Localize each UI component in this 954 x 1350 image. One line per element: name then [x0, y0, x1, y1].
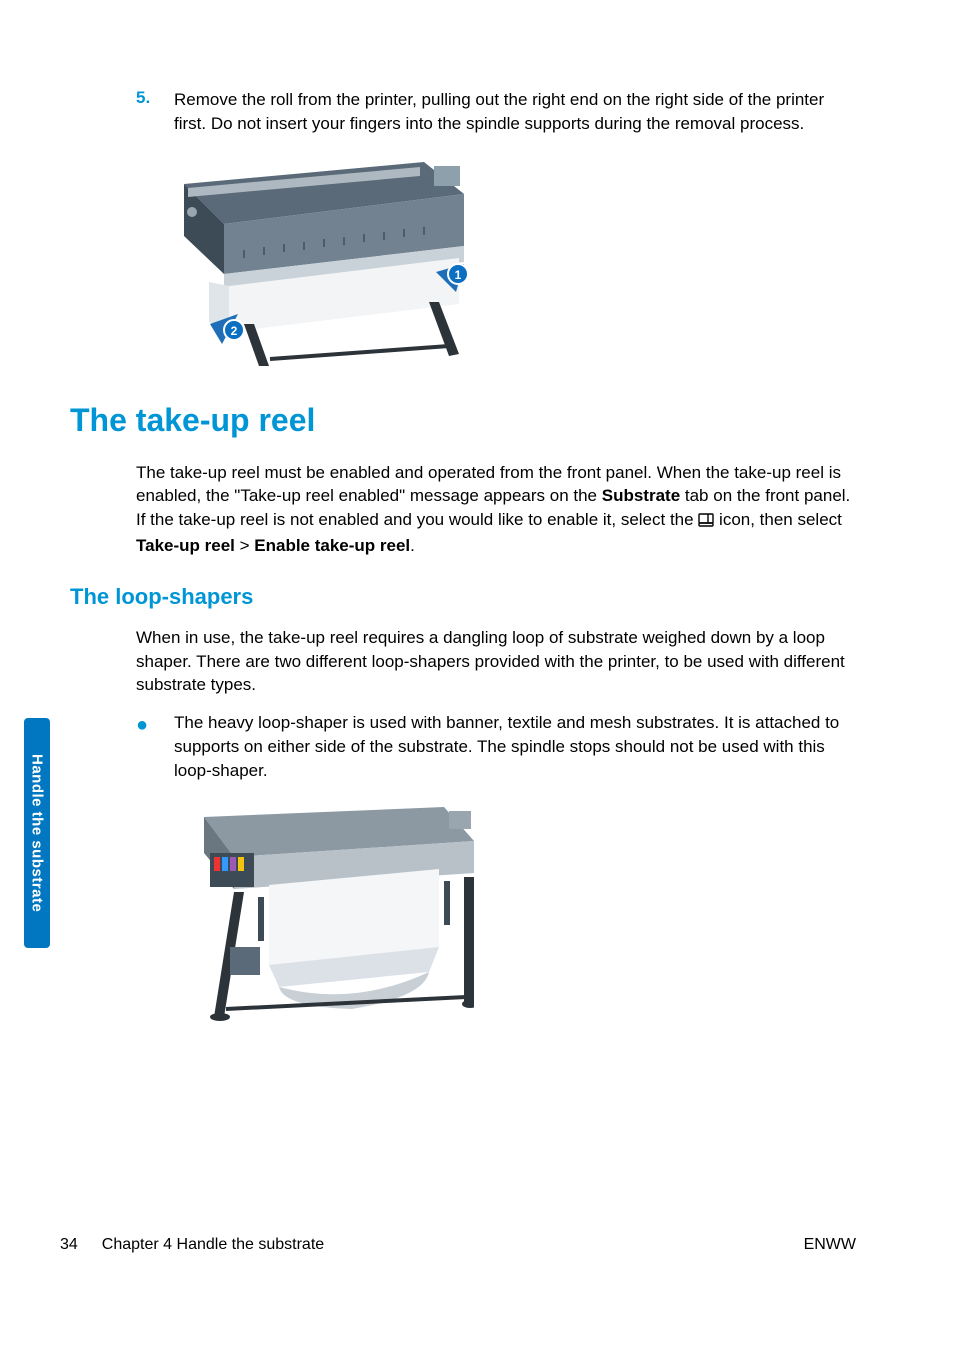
step-text: Remove the roll from the printer, pullin… — [174, 88, 856, 136]
p-loop-shapers: When in use, the take-up reel requires a… — [136, 626, 856, 697]
p1-bold-takeup: Take-up reel — [136, 536, 235, 555]
step-number: 5. — [136, 88, 174, 136]
p1-mid2: icon, then select — [714, 510, 842, 529]
heading-take-up-reel: The take-up reel — [70, 402, 856, 439]
sidebar-tab: Handle the substrate — [24, 718, 50, 948]
substrate-icon — [698, 510, 714, 534]
sidebar-tab-label: Handle the substrate — [29, 754, 46, 912]
illustration-loop-shaper — [174, 797, 856, 1027]
p1-bold-enable: Enable take-up reel — [254, 536, 410, 555]
heading-loop-shapers: The loop-shapers — [70, 584, 856, 610]
bullet-heavy-loop-shaper: ● The heavy loop-shaper is used with ban… — [136, 711, 856, 782]
p1-bold-substrate: Substrate — [602, 486, 680, 505]
badge-1: 1 — [455, 268, 462, 282]
badge-2: 2 — [231, 324, 238, 338]
step-5: 5. Remove the roll from the printer, pul… — [136, 88, 856, 136]
bullet-dot-icon: ● — [136, 711, 174, 782]
p-take-up-reel: The take-up reel must be enabled and ope… — [136, 461, 856, 558]
p1-mid3: > — [235, 536, 254, 555]
page: 5. Remove the roll from the printer, pul… — [0, 0, 954, 1350]
footer-lang: ENWW — [804, 1236, 856, 1254]
footer: 34 Chapter 4 Handle the substrate ENWW — [60, 1236, 856, 1254]
footer-chapter: Chapter 4 Handle the substrate — [102, 1236, 324, 1254]
footer-page: 34 — [60, 1236, 78, 1254]
bullet-text: The heavy loop-shaper is used with banne… — [174, 711, 856, 782]
p1-post: . — [410, 536, 415, 555]
illustration-remove-roll: 1 2 — [174, 154, 856, 374]
